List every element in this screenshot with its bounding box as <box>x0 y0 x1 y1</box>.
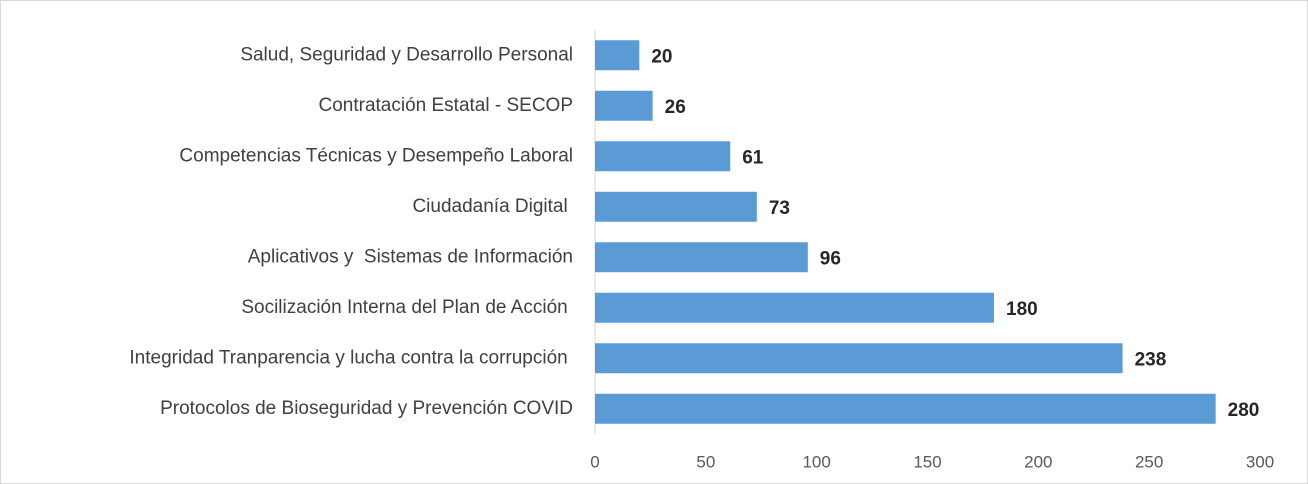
y-tick-label: Aplicativos y Sistemas de Información <box>248 246 573 267</box>
x-tick-label: 300 <box>1246 452 1274 471</box>
bar <box>595 242 808 273</box>
bar <box>595 40 640 71</box>
x-tick-label: 150 <box>913 452 941 471</box>
y-tick-label: Competencias Técnicas y Desempeño Labora… <box>179 145 573 166</box>
x-tick-label: 250 <box>1135 452 1163 471</box>
x-tick-label: 0 <box>590 452 599 471</box>
data-label: 238 <box>1135 349 1167 370</box>
y-tick-label: Socilización Interna del Plan de Acción <box>241 297 573 318</box>
data-label: 96 <box>820 248 841 269</box>
data-label: 61 <box>742 147 764 168</box>
bar <box>595 343 1123 374</box>
bar <box>595 393 1216 424</box>
bar <box>595 90 653 121</box>
data-label: 280 <box>1228 400 1260 421</box>
y-tick-label: Protocolos de Bioseguridad y Prevención … <box>160 398 573 419</box>
y-tick-label: Contratación Estatal - SECOP <box>319 95 574 116</box>
bar <box>595 292 994 323</box>
y-tick-label: Integridad Tranparencia y lucha contra l… <box>129 347 573 368</box>
data-label: 26 <box>665 97 686 118</box>
bar <box>595 141 731 172</box>
x-tick-label: 50 <box>696 452 715 471</box>
y-tick-label: Salud, Seguridad y Desarrollo Personal <box>240 44 573 65</box>
y-tick-label: Ciudadanía Digital <box>412 196 573 217</box>
x-tick-label: 200 <box>1024 452 1052 471</box>
bar <box>595 191 757 222</box>
data-label: 73 <box>769 198 790 219</box>
x-tick-label: 100 <box>802 452 830 471</box>
data-label: 180 <box>1006 299 1038 320</box>
data-label: 20 <box>651 46 672 67</box>
